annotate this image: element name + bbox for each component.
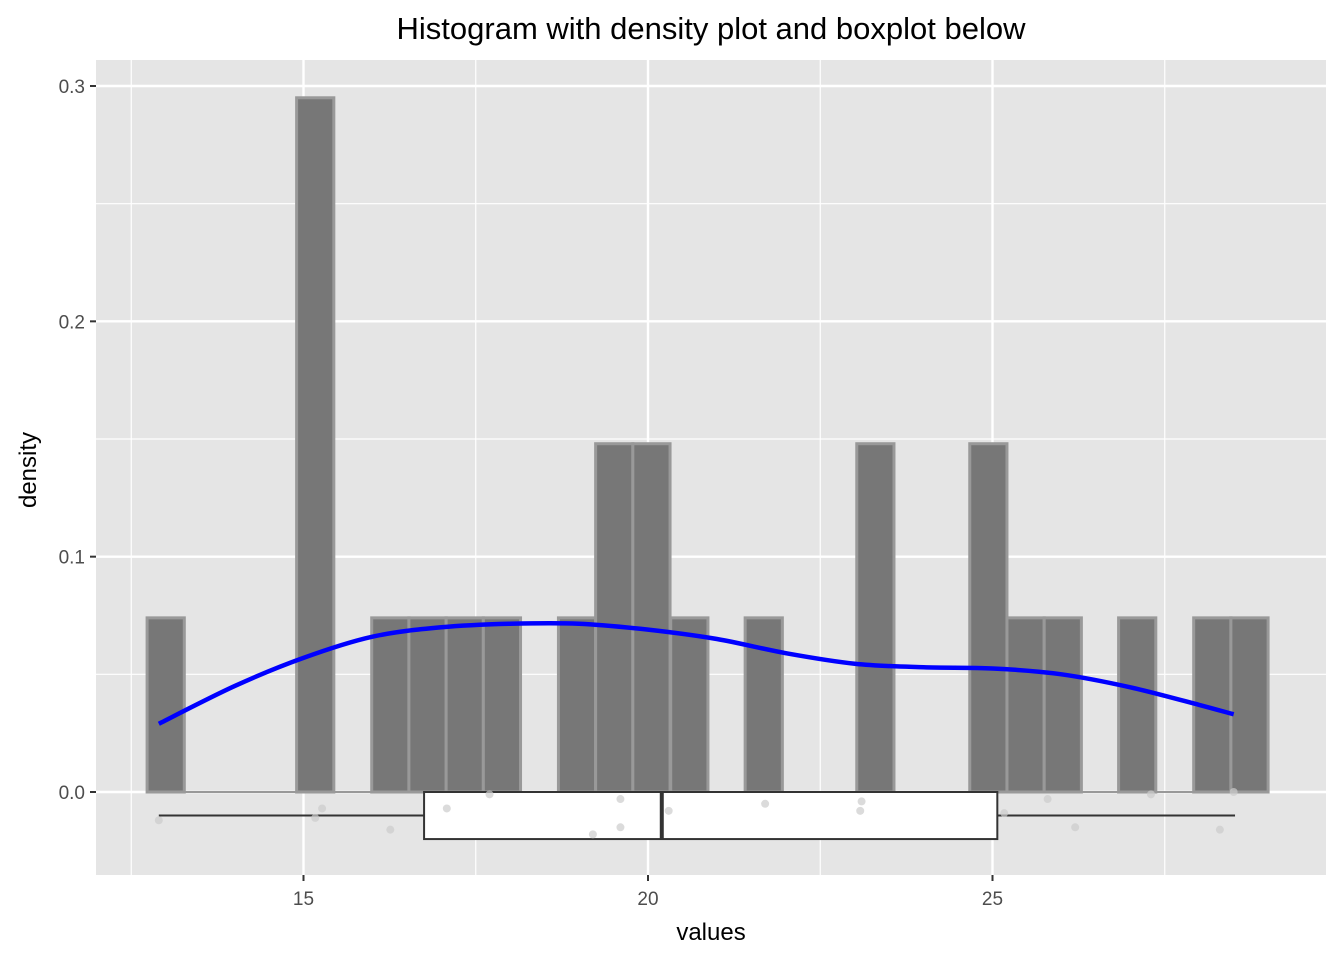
jitter-point xyxy=(616,823,625,832)
y-axis-title: density xyxy=(15,432,42,508)
jitter-point xyxy=(1229,788,1238,796)
jitter-point xyxy=(1071,823,1080,832)
grid-minor xyxy=(96,60,1326,875)
histogram-bar xyxy=(1117,616,1158,794)
x-axis-title: values xyxy=(676,919,745,946)
jitter-point xyxy=(154,816,163,825)
x-tick-label: 20 xyxy=(637,889,658,910)
jitter-point xyxy=(442,804,451,813)
x-tick-label: 15 xyxy=(293,889,314,910)
density-curve xyxy=(157,620,1235,726)
chart-title: Histogram with density plot and boxplot … xyxy=(397,11,1027,46)
jitter-point xyxy=(588,830,597,839)
histogram-bar xyxy=(444,616,485,794)
jitter-points xyxy=(154,788,1238,839)
jitter-point xyxy=(1146,790,1155,799)
boxplot xyxy=(158,791,1236,841)
histogram-bar xyxy=(1042,616,1083,794)
histogram-bar xyxy=(145,616,186,794)
histogram-bar xyxy=(1229,616,1270,794)
jitter-point xyxy=(856,806,865,815)
y-tick-label: 0.3 xyxy=(59,77,85,98)
jitter-point xyxy=(857,797,866,806)
jitter-point xyxy=(318,804,327,813)
jitter-point xyxy=(761,799,770,808)
boxplot-box xyxy=(423,791,999,841)
histogram-bar xyxy=(594,442,635,794)
y-axis: 0.0 0.1 0.2 0.3 xyxy=(59,77,96,804)
y-tick-label: 0.0 xyxy=(59,783,85,804)
jitter-point xyxy=(1043,795,1052,804)
histogram-bar xyxy=(669,616,710,794)
histogram-bar xyxy=(968,442,1009,794)
histogram-bar xyxy=(1005,616,1046,794)
jitter-point xyxy=(1000,809,1009,818)
x-tick-label: 25 xyxy=(982,889,1003,910)
histogram-bar xyxy=(556,616,598,794)
histogram-bar xyxy=(370,616,411,794)
histogram-bar xyxy=(631,442,672,794)
histogram-bar xyxy=(407,616,448,794)
jitter-point xyxy=(311,813,320,822)
histogram-bar xyxy=(855,442,896,794)
histogram-bar xyxy=(481,616,523,794)
histogram-bar xyxy=(295,96,336,794)
jitter-point xyxy=(1215,825,1224,834)
y-tick-label: 0.2 xyxy=(59,312,85,333)
x-axis: 15 20 25 xyxy=(293,875,1003,910)
jitter-point xyxy=(616,795,625,804)
y-tick-label: 0.1 xyxy=(59,548,85,569)
jitter-point xyxy=(386,825,395,834)
histogram-bars xyxy=(145,96,1270,794)
jitter-point xyxy=(664,806,673,815)
jitter-point xyxy=(485,790,494,799)
